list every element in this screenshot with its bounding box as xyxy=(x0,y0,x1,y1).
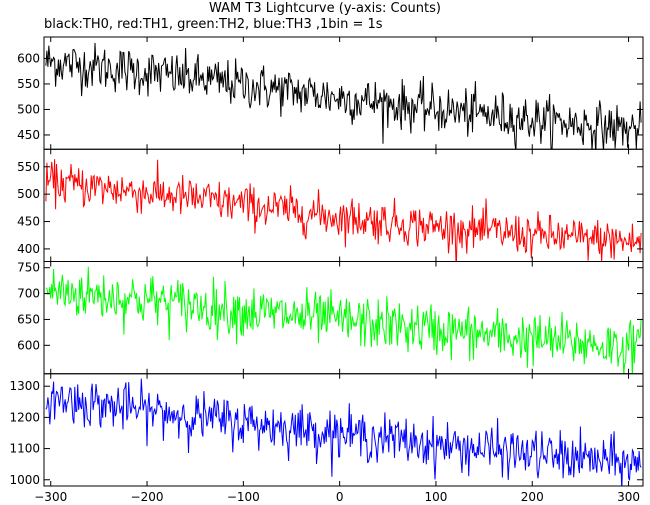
y-tick-label: 500 xyxy=(17,102,40,116)
x-tick-label: −200 xyxy=(131,490,164,504)
series-line-th2 xyxy=(45,266,642,374)
x-tick-label: −300 xyxy=(34,490,67,504)
x-tick-label: 200 xyxy=(521,490,544,504)
x-tick-label: 0 xyxy=(336,490,344,504)
y-tick-label: 600 xyxy=(17,338,40,352)
series-line-th3 xyxy=(45,378,642,486)
y-tick-label: 550 xyxy=(17,77,40,91)
y-tick-label: 750 xyxy=(17,261,40,275)
chart-subtitle: black:TH0, red:TH1, green:TH2, blue:TH3 … xyxy=(44,17,383,32)
y-tick-label: 1200 xyxy=(9,410,40,424)
y-tick-label: 1100 xyxy=(9,442,40,456)
x-tick-label: 100 xyxy=(424,490,447,504)
y-tick-label: 700 xyxy=(17,287,40,301)
y-tick-label: 400 xyxy=(17,242,40,256)
y-tick-label: 1000 xyxy=(9,473,40,487)
panel-frame-th3 xyxy=(43,373,644,487)
y-tick-label: 1300 xyxy=(9,379,40,393)
y-tick-label: 450 xyxy=(17,215,40,229)
series-line-th0 xyxy=(45,42,642,150)
y-tick-label: 500 xyxy=(17,187,40,201)
chart-title: WAM T3 Lightcurve (y-axis: Counts) xyxy=(209,1,441,16)
y-tick-label: 550 xyxy=(17,160,40,174)
y-tick-label: 600 xyxy=(17,51,40,65)
x-tick-label: 300 xyxy=(617,490,640,504)
x-tick-label: −100 xyxy=(227,490,260,504)
series-line-th1 xyxy=(45,159,642,262)
y-tick-label: 450 xyxy=(17,128,40,142)
y-tick-label: 650 xyxy=(17,312,40,326)
